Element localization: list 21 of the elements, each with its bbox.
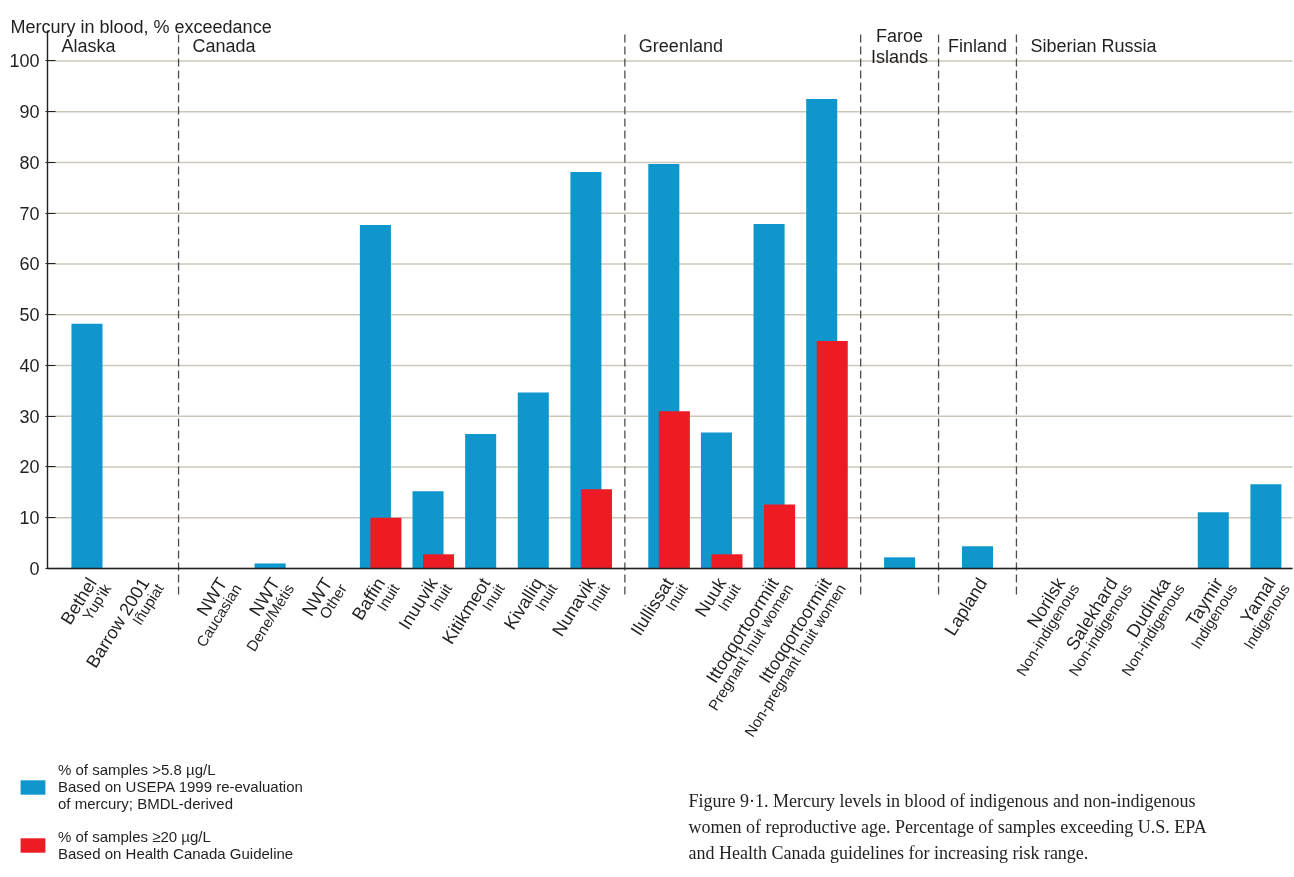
- annotation: Faroe Islands: [871, 25, 929, 67]
- y-tick-label: 40: [19, 355, 40, 376]
- y-tick-label: 10: [19, 508, 40, 529]
- y-tick-label: 30: [19, 406, 40, 427]
- legend-label: % of samples ≥20 µg/L Based on Health Canada Guideline: [58, 828, 294, 862]
- y-axis-title: Mercury in blood, % exceedance: [10, 16, 272, 37]
- y-tick-label: 80: [19, 152, 40, 173]
- y-tick-label: 0: [29, 559, 40, 579]
- legend-label: % of samples >5.8 µg/L Based on USEPA 1999 re-evaluation of mercury; BMDL-derived: [58, 761, 303, 812]
- annotation: Finland: [947, 36, 1008, 56]
- annotation: Alaska: [61, 36, 117, 56]
- caption: Figure 9·1. Mercury levels in blood of indigenous and non-indigenous women of reproductive age. Percentage of samples exceeding U.S. EPA and Health Canada guidelines for increasing risk range.: [688, 790, 1207, 863]
- y-tick-label: 20: [19, 457, 40, 478]
- y-tick-label: 70: [19, 203, 40, 224]
- annotation: Canada: [192, 36, 257, 56]
- y-tick-label: 50: [19, 305, 40, 326]
- annotation: Greenland: [638, 36, 723, 56]
- y-tick-label: 60: [19, 254, 40, 275]
- annotation: Siberian Russia: [1030, 36, 1158, 56]
- y-tick-label: 90: [19, 102, 40, 123]
- y-tick-label: 100: [9, 51, 40, 72]
